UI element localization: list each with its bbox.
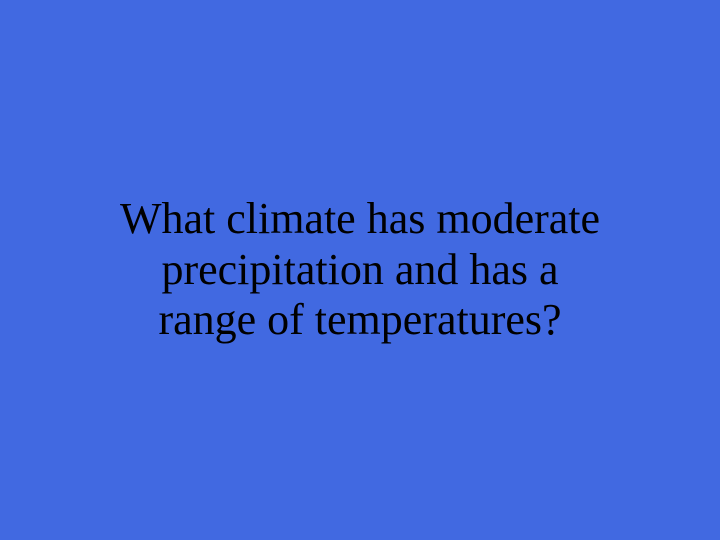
question-line-3: range of temperatures? xyxy=(158,295,561,344)
question-line-2: precipitation and has a xyxy=(161,245,558,294)
question-text: What climate has moderate precipitation … xyxy=(120,194,600,346)
slide: What climate has moderate precipitation … xyxy=(0,0,720,540)
question-line-1: What climate has moderate xyxy=(120,194,600,243)
